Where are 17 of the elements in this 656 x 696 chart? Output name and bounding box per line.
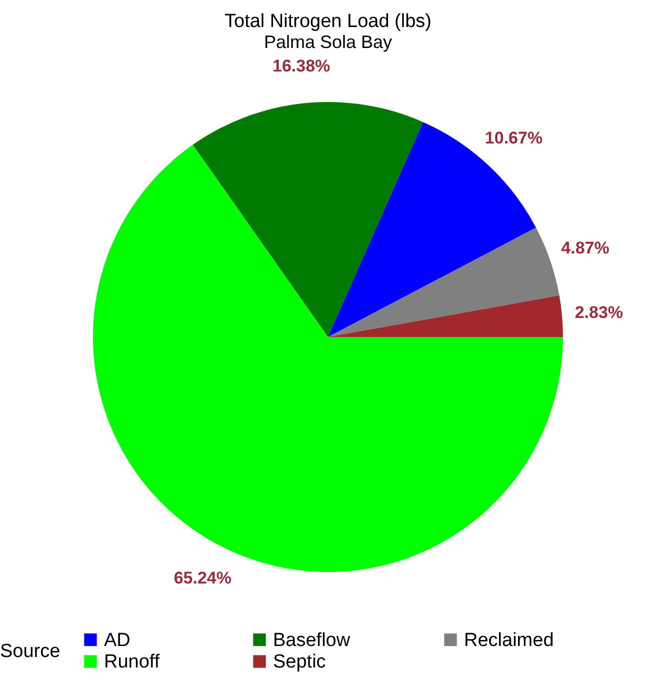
chart-subtitle: Palma Sola Bay [264, 32, 392, 52]
pie-slice [93, 144, 563, 572]
legend-label: AD [104, 630, 130, 651]
data-label: 16.38% [272, 56, 330, 76]
pie-slice [192, 102, 424, 337]
legend-label: Baseflow [273, 630, 350, 651]
legend-label: Reclaimed [464, 630, 554, 651]
data-label: 10.67% [484, 128, 543, 148]
pie-slice [328, 295, 563, 337]
data-label: 4.87% [561, 238, 610, 258]
data-label: 2.83% [574, 302, 624, 322]
legend-label: Septic [273, 652, 326, 672]
data-label: 65.24% [174, 568, 232, 588]
legend-label: Runoff [104, 652, 160, 672]
pie-slice [328, 228, 560, 337]
legend-title: Source [0, 641, 60, 662]
chart-title: Total Nitrogen Load (lbs) [224, 11, 432, 32]
